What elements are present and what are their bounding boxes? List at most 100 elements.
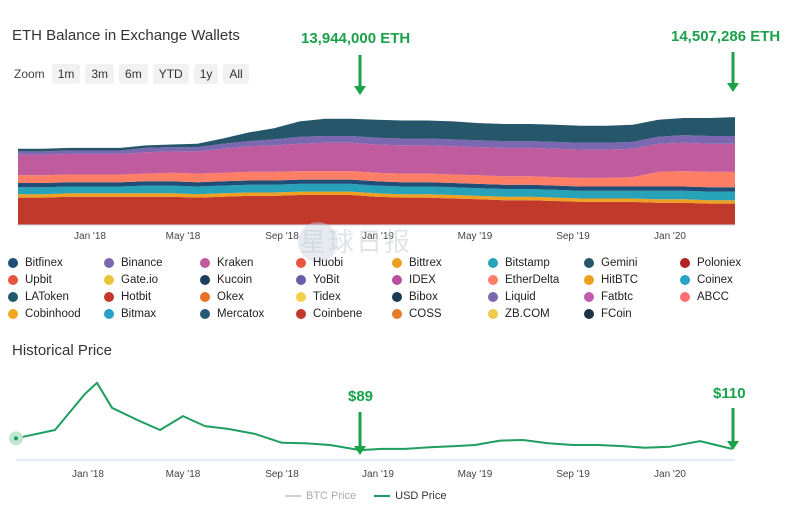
legend-label: COSS — [409, 307, 442, 320]
legend-item-bitfinex[interactable]: Bitfinex — [8, 255, 100, 270]
legend-item-cobinhood[interactable]: Cobinhood — [8, 306, 100, 321]
legend-item-fcoin[interactable]: FCoin — [584, 306, 676, 321]
legend-item-poloniex[interactable]: Poloniex — [680, 255, 772, 270]
usd-price-line[interactable] — [15, 381, 733, 452]
legend-item-etherdelta[interactable]: EtherDelta — [488, 272, 580, 287]
legend-dot — [680, 257, 690, 268]
price-x-tick-label: Jan '18 — [72, 469, 104, 480]
legend-item-gate-io[interactable]: Gate.io — [104, 272, 196, 287]
legend-label: EtherDelta — [505, 273, 560, 286]
watermark-logo — [298, 222, 338, 262]
legend-btc-price[interactable]: BTC Price — [285, 490, 356, 502]
legend-label: Bittrex — [409, 256, 442, 269]
area-series-7[interactable] — [18, 117, 735, 152]
legend-item-upbit[interactable]: Upbit — [8, 272, 100, 287]
legend-item-kucoin[interactable]: Kucoin — [200, 272, 292, 287]
zoom-1m-button[interactable]: 1m — [51, 64, 81, 84]
legend-dot — [104, 257, 114, 268]
legend-item-huobi[interactable]: Huobi — [296, 255, 388, 270]
area-series-5[interactable] — [18, 142, 735, 178]
legend-dot — [296, 308, 306, 319]
legend-label: Tidex — [313, 290, 341, 303]
legend-label: Kucoin — [217, 273, 253, 286]
price-chart-title: Historical Price — [12, 342, 113, 359]
legend-dot — [488, 257, 498, 268]
exchange-balance-area-chart: Jan '18 May '18 Sep '18 Jan '19 May '19 Sep '… — [18, 117, 735, 242]
legend-dot — [584, 291, 594, 302]
legend-item-yobit[interactable]: YoBit — [296, 272, 388, 287]
legend-label: Bibox — [409, 290, 438, 303]
legend-item-bitstamp[interactable]: Bitstamp — [488, 255, 580, 270]
legend-item-bittrex[interactable]: Bittrex — [392, 255, 484, 270]
legend-item-binance[interactable]: Binance — [104, 255, 196, 270]
legend-item-coinex[interactable]: Coinex — [680, 272, 772, 287]
legend-item-abcc[interactable]: ABCC — [680, 289, 772, 304]
legend-dot — [296, 291, 306, 302]
legend-dot — [296, 257, 306, 268]
legend-item-bibox[interactable]: Bibox — [392, 289, 484, 304]
x-tick-label: May '19 — [458, 231, 493, 242]
legend-label: Liquid — [505, 290, 536, 303]
legend-item-mercatox[interactable]: Mercatox — [200, 306, 292, 321]
area-series-2[interactable] — [18, 183, 735, 201]
zoom-ytd-button[interactable]: YTD — [152, 64, 189, 84]
legend-label: Kraken — [217, 256, 254, 269]
x-tick-label: Sep '19 — [556, 231, 590, 242]
zoom-1y-button[interactable]: 1y — [193, 64, 219, 84]
price-x-tick-label: Sep '18 — [265, 469, 299, 480]
legend-item-fatbtc[interactable]: Fatbtc — [584, 289, 676, 304]
legend-label: Bitfinex — [25, 256, 63, 269]
legend-label: Poloniex — [697, 256, 742, 269]
legend-usd-price[interactable]: USD Price — [374, 490, 446, 502]
legend-label: Bitstamp — [505, 256, 550, 269]
legend-item-hotbit[interactable]: Hotbit — [104, 289, 196, 304]
legend-label: Gate.io — [121, 273, 159, 286]
legend-label: Fatbtc — [601, 290, 633, 303]
usd-line-swatch — [374, 495, 391, 497]
legend-dot — [104, 291, 114, 302]
legend-dot — [8, 291, 18, 302]
x-tick-label: May '18 — [166, 231, 201, 242]
price-start-dot — [14, 436, 18, 441]
legend-label: ZB.COM — [505, 307, 550, 320]
legend-item-idex[interactable]: IDEX — [392, 272, 484, 287]
legend-item-liquid[interactable]: Liquid — [488, 289, 580, 304]
legend-item-okex[interactable]: Okex — [200, 289, 292, 304]
zoom-6m-button[interactable]: 6m — [119, 64, 148, 84]
area-series-0[interactable] — [18, 195, 735, 225]
legend-dot — [200, 308, 210, 319]
legend-dot — [8, 257, 18, 268]
legend-item-coss[interactable]: COSS — [392, 306, 484, 321]
legend-item-latoken[interactable]: LAToken — [8, 289, 100, 304]
legend-dot — [392, 291, 402, 302]
legend-item-bitmax[interactable]: Bitmax — [104, 306, 196, 321]
legend-item-gemini[interactable]: Gemini — [584, 255, 676, 270]
legend-item-zb-com[interactable]: ZB.COM — [488, 306, 580, 321]
legend-dot — [488, 274, 498, 285]
legend-dot — [296, 274, 306, 285]
btc-line-swatch — [285, 495, 301, 497]
zoom-controls: Zoom 1m 3m 6m YTD 1y All — [14, 64, 249, 84]
price-x-tick-label: May '18 — [166, 469, 201, 480]
zoom-3m-button[interactable]: 3m — [85, 64, 115, 84]
price-x-tick-label: Jan '20 — [654, 469, 686, 480]
area-series-4[interactable] — [18, 171, 735, 188]
legend-label: HitBTC — [601, 273, 639, 286]
legend-item-tidex[interactable]: Tidex — [296, 289, 388, 304]
legend-label: Binance — [121, 256, 163, 269]
zoom-all-button[interactable]: All — [223, 64, 249, 84]
legend-item-coinbene[interactable]: Coinbene — [296, 306, 388, 321]
legend-label: Okex — [217, 290, 244, 303]
x-tick-label: Sep '18 — [265, 231, 299, 242]
legend-item-hitbtc[interactable]: HitBTC — [584, 272, 676, 287]
area-series-1[interactable] — [18, 191, 735, 204]
peak-balance-annotation: 13,944,000 ETH — [301, 30, 411, 47]
area-series-3[interactable] — [18, 179, 735, 192]
low-price-annotation: $89 — [348, 388, 374, 405]
area-series-6[interactable] — [18, 135, 735, 155]
legend-item-kraken[interactable]: Kraken — [200, 255, 292, 270]
legend-dot — [680, 291, 690, 302]
price-x-tick-label: Sep '19 — [556, 469, 590, 480]
legend-dot — [8, 308, 18, 319]
legend-dot — [8, 274, 18, 285]
